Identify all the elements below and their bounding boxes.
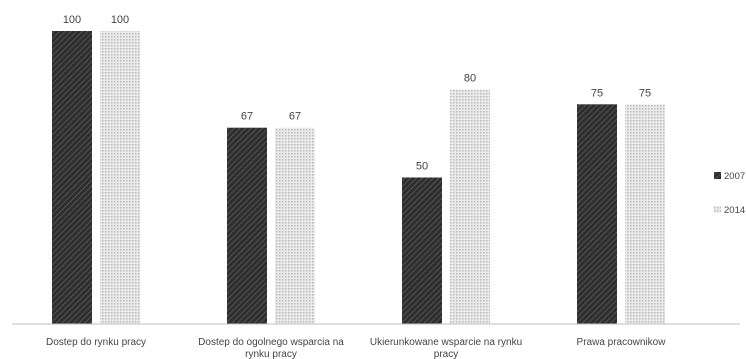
data-label-2007-2: 67 xyxy=(241,111,253,123)
category-label-2-line-1: Dostep do ogolnego wsparcia na xyxy=(198,337,344,348)
category-label-3-line-2: pracy xyxy=(434,349,458,359)
bar-2007-3 xyxy=(402,177,442,324)
category-labels-layer: Dostep do rynku pracy Dostep do ogolnego … xyxy=(46,337,666,359)
bar-2007-4 xyxy=(577,104,617,325)
data-label-2007-3: 50 xyxy=(416,161,428,173)
legend-label-2014: 2014 xyxy=(724,205,745,216)
category-label-4-line-1: Prawa pracownikow xyxy=(577,337,667,348)
bar-2014-1 xyxy=(100,31,140,324)
bar-2014-2 xyxy=(275,127,315,324)
data-label-2014-4: 75 xyxy=(639,87,651,99)
category-label-1-line-1: Dostep do rynku pracy xyxy=(46,337,146,348)
bars-layer xyxy=(52,31,665,325)
legend: 2007 2014 xyxy=(714,171,745,216)
value-labels-layer: 100 67 50 75 100 67 80 75 xyxy=(63,14,651,173)
data-label-2007-4: 75 xyxy=(591,87,603,99)
bar-2007-1 xyxy=(52,31,92,324)
data-label-2014-3: 80 xyxy=(464,73,476,85)
data-label-2014-2: 67 xyxy=(289,111,301,123)
legend-label-2007: 2007 xyxy=(724,171,745,182)
data-label-2007-1: 100 xyxy=(63,14,81,26)
category-label-3-line-1: Ukierunkowane wsparcie na rynku xyxy=(370,337,522,348)
category-label-2-line-2: rynku pracy xyxy=(245,349,297,359)
legend-swatch-2007 xyxy=(714,172,721,179)
data-label-2014-1: 100 xyxy=(111,14,129,26)
bar-2007-2 xyxy=(227,127,267,324)
bar-2014-3 xyxy=(450,89,490,324)
bar-2014-4 xyxy=(625,104,665,325)
legend-swatch-2014 xyxy=(714,206,721,213)
